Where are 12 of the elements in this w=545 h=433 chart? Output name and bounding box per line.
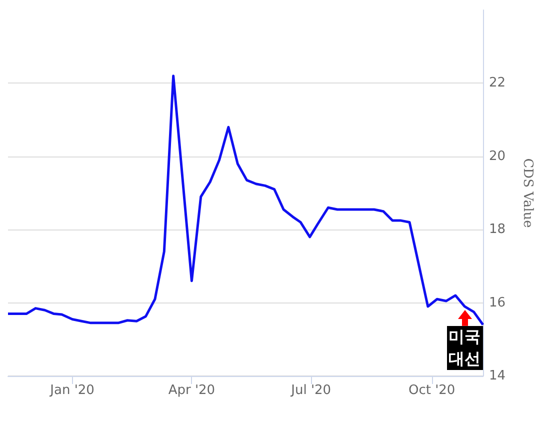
x-tick-label: Jan '20 [49, 383, 94, 398]
line-series [6, 74, 484, 326]
y-axis-title: CDS Value [520, 158, 535, 228]
y-tick-label: 16 [489, 295, 506, 310]
y-tick-label: 20 [489, 148, 506, 164]
x-tick-label: Oct '20 [408, 383, 456, 398]
y-tick-label: 18 [489, 222, 506, 238]
x-tick-label: Jul '20 [290, 383, 332, 398]
y-tick-label: 14 [489, 368, 506, 384]
annotation: 미국 대선 [446, 326, 483, 370]
x-tick-label: Apr '20 [168, 383, 216, 398]
y-tick-label: 22 [489, 76, 506, 91]
